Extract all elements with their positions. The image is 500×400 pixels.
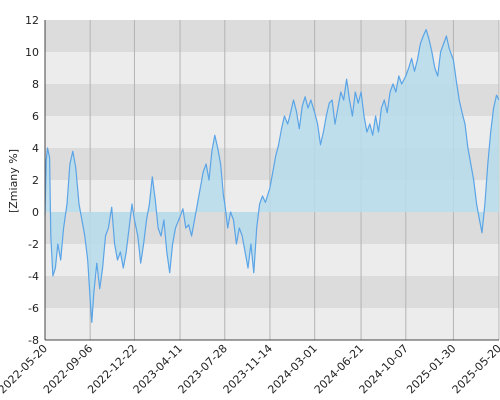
y-tick-label: 0 bbox=[32, 206, 39, 219]
y-tick-label: -6 bbox=[28, 302, 39, 315]
grid-band bbox=[45, 244, 499, 276]
y-tick-label: 12 bbox=[25, 14, 39, 27]
y-axis-label: [Zmiany %] bbox=[7, 149, 20, 213]
grid-band bbox=[45, 308, 499, 340]
y-tick-label: -4 bbox=[28, 270, 39, 283]
series-line bbox=[44, 29, 500, 323]
grid-band bbox=[45, 276, 499, 308]
x-tick-labels: 2022-05-202022-09-062022-12-222023-04-11… bbox=[0, 342, 500, 396]
axes bbox=[44, 20, 499, 341]
y-tick-label: 10 bbox=[25, 46, 39, 59]
series-area bbox=[45, 29, 499, 323]
y-tick-label: 6 bbox=[32, 110, 39, 123]
y-tick-label: 8 bbox=[32, 78, 39, 91]
y-tick-labels: -8 -6 -4 -2 0 2 4 6 8 10 12 bbox=[25, 14, 39, 347]
y-tick-label: -2 bbox=[28, 238, 39, 251]
y-tick-label: -8 bbox=[28, 334, 39, 347]
y-tick-label: 2 bbox=[32, 174, 39, 187]
series-group bbox=[44, 29, 500, 323]
y-tick-label: 4 bbox=[32, 142, 39, 155]
